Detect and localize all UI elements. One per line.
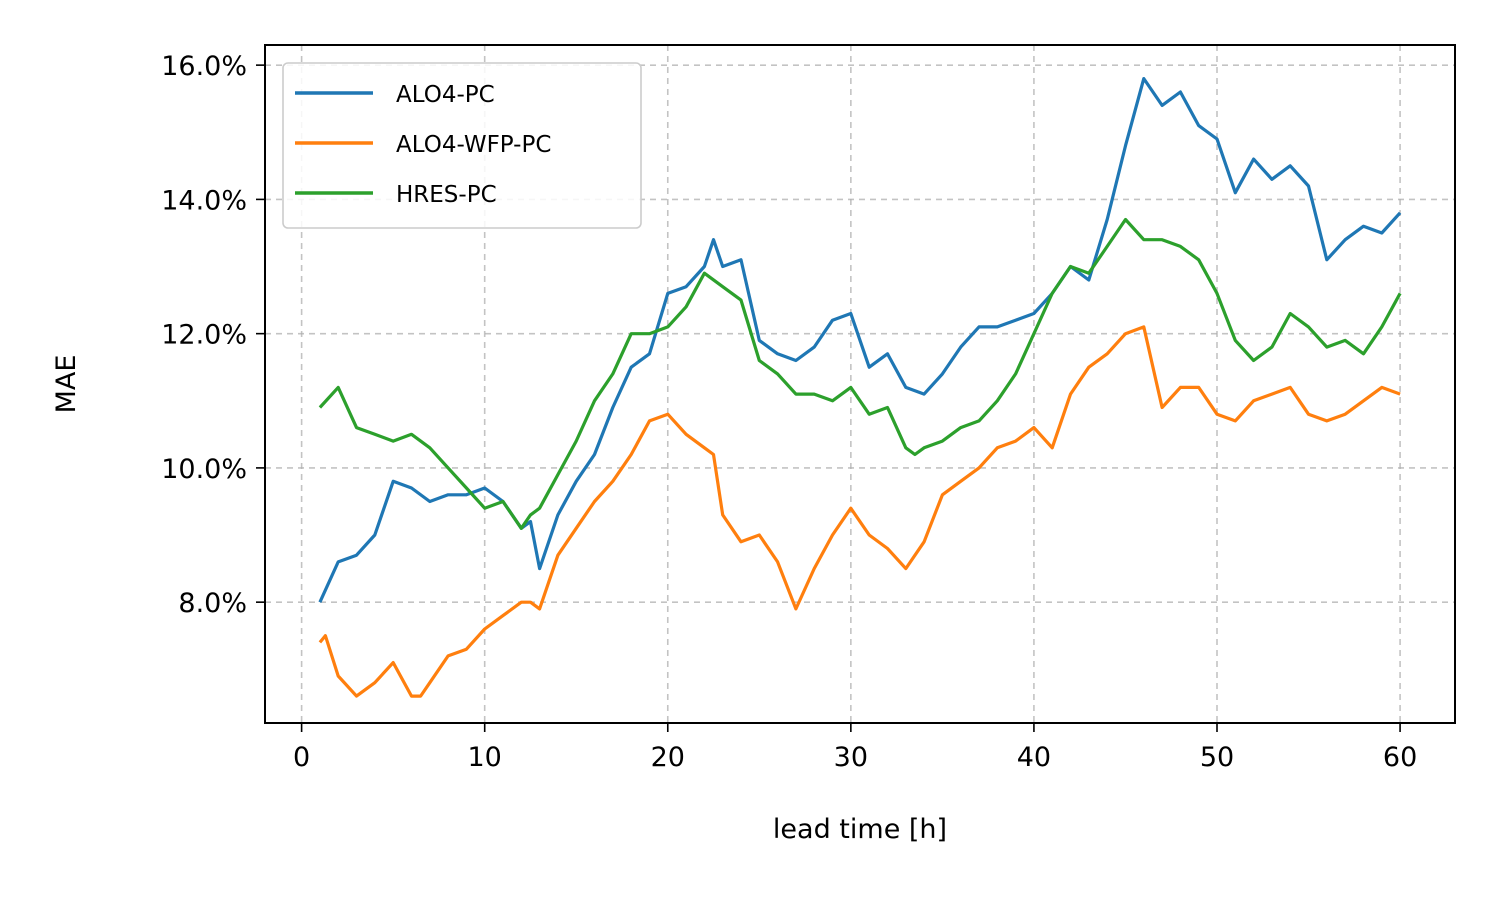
x-tick-label: 20	[651, 742, 685, 773]
plot-frame	[264, 44, 1456, 724]
legend-box	[282, 62, 642, 229]
legend-label: ALO4-WFP-PC	[396, 132, 551, 158]
y-tick-label: 14.0%	[161, 185, 247, 216]
series-lines	[318, 76, 1402, 698]
legend-label: ALO4-PC	[396, 82, 495, 108]
y-tick-label: 10.0%	[161, 454, 247, 485]
legend-label: HRES-PC	[396, 182, 497, 208]
y-tick-label: 12.0%	[161, 320, 247, 351]
y-axis-label: MAE	[51, 355, 82, 414]
series-line-hres-pc	[318, 217, 1402, 530]
series-line-alo4-wfp-pc	[318, 325, 1401, 698]
x-tick-label: 40	[1017, 742, 1051, 773]
x-axis-label: lead time [h]	[773, 814, 947, 845]
axis-ticks: 0 10 20 30 40 50 60 8.0% 10.0% 12.0% 14.0% 16.0%	[161, 51, 1417, 773]
x-tick-label: 10	[468, 742, 502, 773]
x-tick-label: 60	[1383, 742, 1417, 773]
y-tick-label: 16.0%	[161, 51, 247, 82]
x-tick-label: 50	[1200, 742, 1234, 773]
x-tick-label: 30	[834, 742, 868, 773]
y-tick-label: 8.0%	[178, 588, 247, 619]
legend: ALO4-PC ALO4-WFP-PC HRES-PC	[282, 62, 642, 229]
x-tick-label: 0	[293, 742, 310, 773]
